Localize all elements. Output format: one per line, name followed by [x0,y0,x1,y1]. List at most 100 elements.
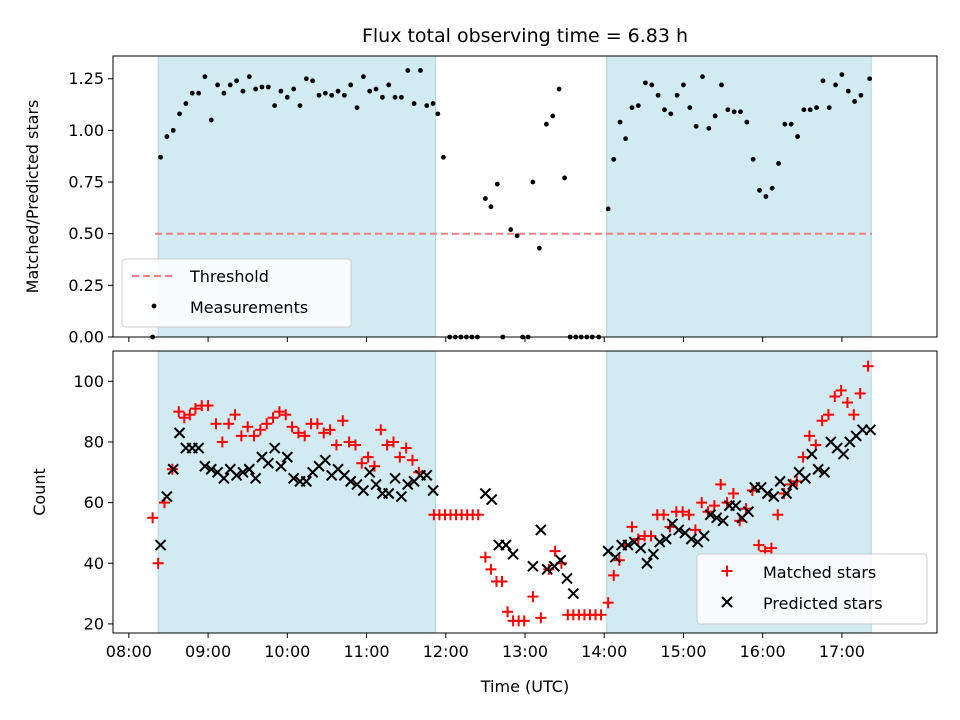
predicted-point-b [535,524,547,536]
matched-point [343,436,355,448]
measurement-point [335,88,341,94]
predicted-point [249,472,262,485]
predicted-point [230,469,243,482]
matched-point [496,575,508,587]
matched-point [216,436,228,448]
predicted-point [357,484,370,497]
predicted-point [389,472,401,485]
measurement-point [158,154,163,160]
predicted-point [780,487,793,500]
matched-point [337,415,349,427]
legend-predicted-swatch [721,596,733,608]
measurement-point [776,161,781,166]
predicted-point-b [173,427,186,439]
measurement-point [164,134,170,139]
matched-point [330,439,342,451]
predicted-point-b [167,463,179,475]
predicted-point [673,524,685,536]
matched-point [535,612,547,624]
matched-point [765,542,777,554]
top-y-tick-label: 0.00 [68,328,104,347]
measurement-point [611,156,617,162]
predicted-point-b [389,472,401,485]
top-window-1 [606,55,872,338]
predicted-point [268,442,281,454]
measurement-point [508,227,514,232]
predicted-point [864,424,877,436]
matched-point [406,454,418,466]
predicted-point-b [249,472,262,485]
predicted-point [742,506,755,518]
matched-point [261,418,273,430]
matched-point [689,524,701,536]
matched-point [311,418,323,430]
predicted-point [768,490,780,503]
measurement-point [769,185,775,191]
matched-point [184,409,196,421]
predicted-point [609,551,622,563]
chart-title: Flux total observing time = 6.83 h [362,25,688,47]
predicted-point-b [243,463,255,475]
measurement-point [826,105,832,111]
matched-point [381,439,393,451]
predicted-point [199,460,211,472]
predicted-point [364,466,376,478]
predicted-point [319,454,332,466]
predicted-point-b [218,472,230,485]
top-panel: 0.00 0.25 0.50 0.75 1.00 1.25 Flux total obse… [23,25,938,347]
predicted-point-b [698,530,710,542]
measurement-point [801,107,807,113]
matched-point [152,557,164,569]
predicted-point [395,490,408,503]
measurement-point [430,101,436,106]
legend-matched-marker [721,565,733,577]
legend-matched-label: Matched stars [763,563,876,582]
measurement-point [562,175,568,181]
predicted-point-b [837,448,850,460]
predicted-point [167,463,179,475]
predicted-point [287,472,300,485]
matched-point [696,497,708,509]
measurement-point [833,82,838,88]
predicted-point-b [237,466,249,478]
predicted-point [761,487,774,500]
predicted-point-b [364,466,376,478]
measurement-point [227,82,233,88]
measurement-point [259,84,265,90]
measurement-point [858,92,864,98]
measurement-point [867,76,873,82]
predicted-point-b [787,478,799,491]
predicted-point-b [351,478,363,491]
measurement-point [820,78,826,84]
predicted-point-b [211,466,224,478]
bottom-window-0 [157,350,436,634]
predicted-point-b [357,484,370,497]
matched-point [387,436,399,448]
measurement-point [617,119,623,125]
predicted-stars-points [154,424,877,600]
predicted-point-b [768,490,780,503]
predicted-point-b [486,493,498,506]
matched-point [178,412,190,424]
matched-point [254,424,266,436]
matched-point [318,427,330,439]
predicted-point [647,548,660,560]
measurement-point [322,90,328,96]
predicted-point-b [338,469,351,482]
measurement-point [440,154,446,160]
matched-point [645,530,657,542]
predicted-point-b [421,469,433,482]
predicted-point-b [711,512,723,524]
predicted-point-b [541,563,553,576]
x-tick-label: 13:00 [502,642,548,661]
legend-predicted-marker [721,596,733,608]
measurement-point [418,68,423,73]
measurement-point [649,82,655,88]
measurement-point [788,121,794,127]
x-tick-label: 17:00 [819,642,865,661]
predicted-point-b [281,451,294,463]
matched-point [854,387,866,399]
predicted-point-b [500,539,512,551]
predicted-point-b [192,442,205,454]
matched-point [375,424,387,436]
